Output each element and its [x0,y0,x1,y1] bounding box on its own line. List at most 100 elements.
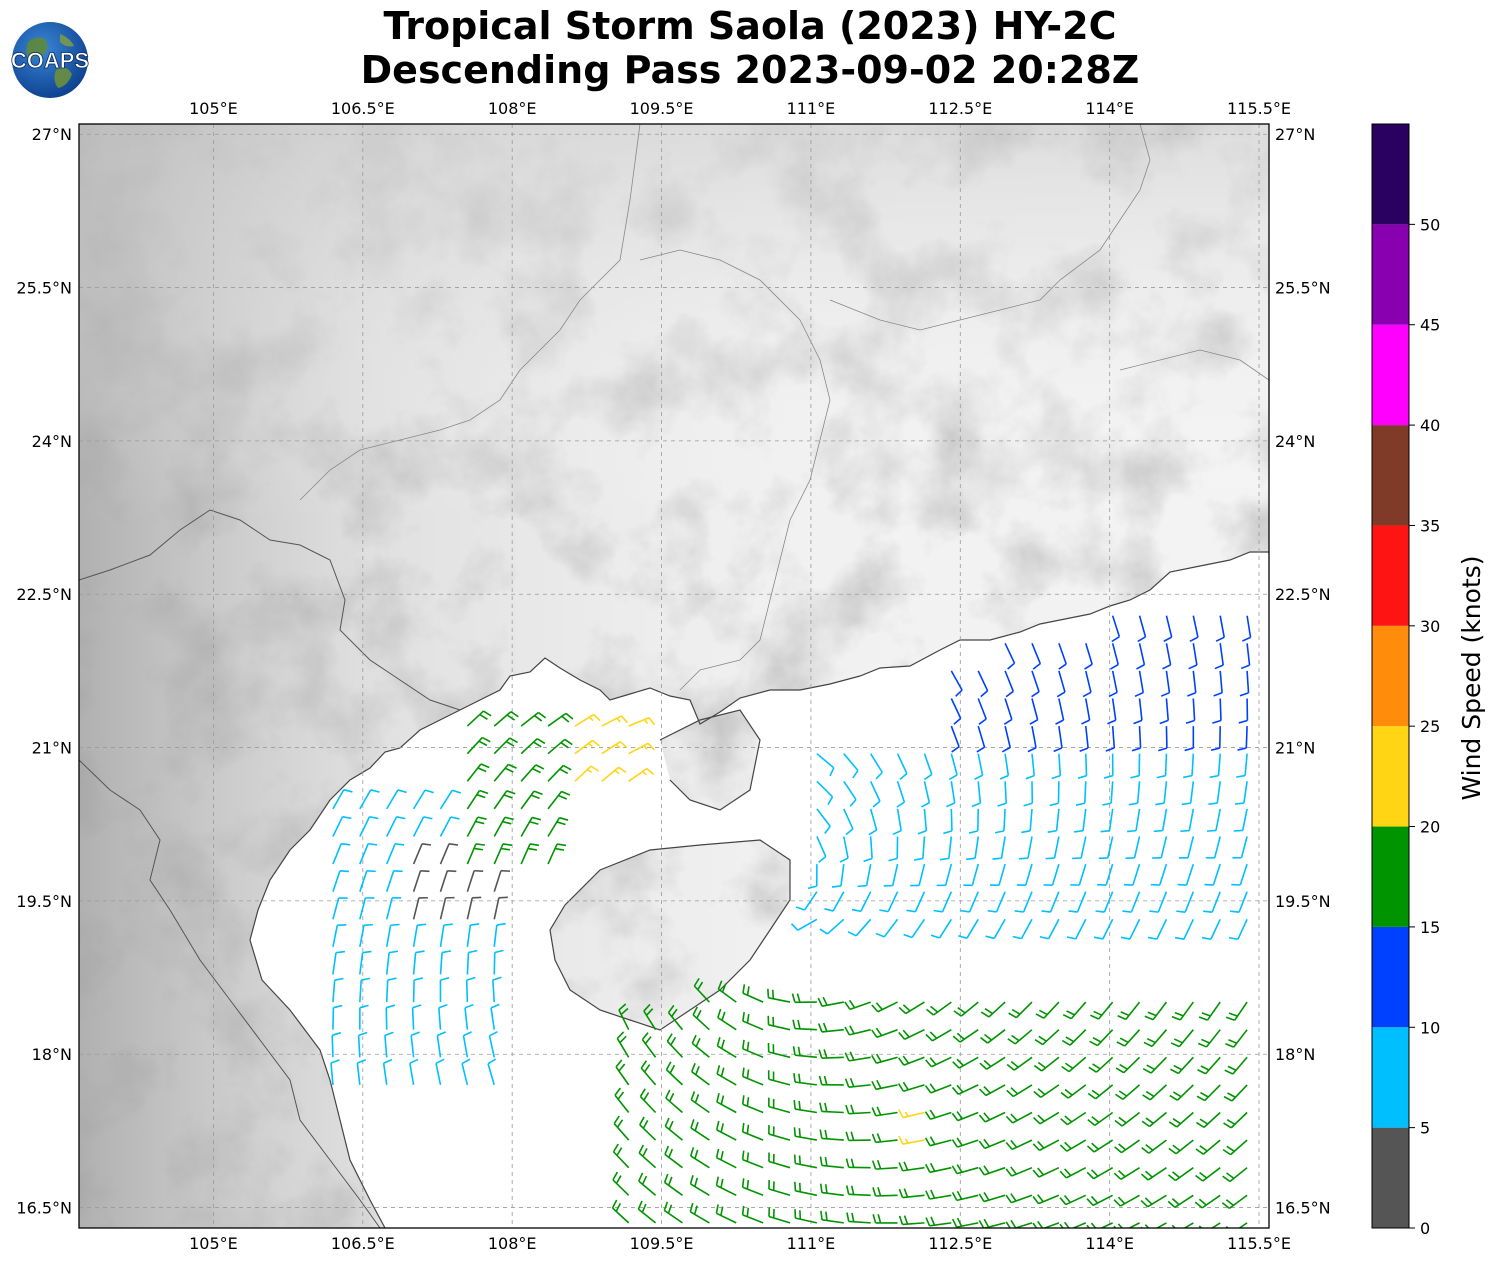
wind-barb-231 [980,1001,1006,1018]
wind-barb-33 [845,1185,871,1197]
lat-tick-label-left-1: 25.5°N [16,279,72,298]
wind-barb-335 [493,816,514,837]
wind-barb-58 [871,1160,898,1170]
wind-barb-99 [690,1091,710,1114]
wind-barb-181 [1224,1056,1248,1075]
wind-barb-404 [1234,781,1248,805]
wind-barb-247 [493,949,504,975]
wind-barb-423 [1103,753,1114,779]
wind-barb-12 [925,1216,952,1227]
wind-barb-282 [412,869,430,892]
wind-barb-396 [1023,781,1034,807]
wind-barb-414 [869,753,883,780]
wind-barb-353 [1205,836,1221,859]
wind-barb-341 [888,836,899,862]
wind-barb-197 [817,1022,844,1033]
wind-barb-321 [1043,863,1060,886]
wind-barb-179 [1170,1056,1194,1075]
wind-barb-195 [767,1015,791,1031]
wind-barb-176 [1088,1056,1114,1073]
wind-barb-38 [978,1192,1006,1203]
lat-tick-label-right-2: 24°N [1275,432,1315,451]
wind-barb-70 [1195,1167,1221,1182]
wind-barb-278 [1228,918,1248,941]
wind-barb-382 [493,763,517,782]
wind-barb-161 [691,1034,710,1058]
wind-barb-395 [997,781,1008,807]
wind-barb-218 [465,976,476,1003]
wind-barb-344 [966,836,980,861]
wind-barb-51 [689,1147,710,1169]
wind-barb-430 [493,711,519,727]
wind-barb-305 [385,842,405,865]
wind-barb-254 [493,922,506,947]
wind-barb-94 [1195,1139,1221,1155]
wind-barb-133 [767,1070,791,1086]
wind-barb-250 [385,923,400,948]
wind-barb-485 [1189,615,1199,643]
wind-barb-361 [493,790,516,810]
lon-tick-label-bottom-3: 109.5°E [630,1234,694,1253]
colorbar-tick-10: 50 [1420,215,1440,234]
wind-barb-387 [628,767,655,782]
wind-barb-262 [790,918,818,931]
wind-barb-292 [960,891,979,913]
wind-barb-220 [693,977,710,1003]
wind-barb-190 [643,1003,657,1031]
wind-barb-149 [1196,1084,1221,1102]
wind-barb-96 [614,1087,630,1113]
wind-barb-258 [412,896,428,920]
wind-barb-259 [439,896,455,920]
wind-barb-326 [1177,863,1195,886]
wind-barb-193 [717,1008,737,1031]
wind-barb-433 [574,713,601,727]
lat-tick-label-left-6: 18°N [32,1045,72,1064]
colorbar-bin-7 [1372,425,1409,526]
lat-tick-label-left-3: 22.5°N [16,585,72,604]
wind-barb-169 [897,1055,925,1066]
wind-barb-313 [831,863,845,888]
wind-barb-480 [1214,643,1224,670]
wind-barb-224 [791,993,817,1004]
wind-barb-182 [332,1004,343,1030]
colorbar-bin-3 [1372,826,1409,927]
wind-barb-385 [574,765,600,782]
wind-barb-288 [851,891,872,913]
wind-barb-303 [332,842,351,865]
wind-barb-332 [412,816,433,837]
wind-barb-386 [601,766,627,782]
wind-barb-427 [1209,753,1222,779]
wind-barb-283 [439,869,457,892]
lat-tick-label-right-0: 27°N [1275,125,1315,144]
wind-barb-412 [816,753,835,777]
wind-barb-389 [843,780,857,807]
wind-barb-203 [980,1029,1006,1044]
wind-barb-201 [925,1028,952,1042]
wind-barb-307 [439,843,459,865]
wind-barb-115 [1114,1111,1141,1127]
wind-barb-453 [1081,698,1091,725]
wind-barb-123 [409,1058,419,1086]
wind-barb-308 [466,843,486,865]
wind-barb-381 [466,763,490,782]
wind-barb-277 [1201,918,1221,941]
wind-barb-235 [1090,1001,1114,1020]
wind-barb-263 [819,918,845,935]
wind-barb-284 [466,869,484,892]
wind-barb-340 [863,836,873,863]
wind-barb-302 [1230,891,1248,913]
wind-barb-148 [1169,1084,1194,1101]
wind-barb-411 [628,742,655,755]
wind-barb-205 [1034,1029,1060,1046]
wind-barb-129 [665,1061,684,1086]
wind-barb-24 [612,1171,630,1196]
wind-barb-449 [977,698,987,725]
wind-barb-175 [1061,1056,1087,1073]
wind-barb-242 [359,950,372,975]
wind-barb-61 [951,1164,979,1175]
lon-tick-label-bottom-1: 106.5°E [331,1234,395,1253]
lon-tick-label-top-3: 109.5°E [630,99,694,118]
wind-barb-65 [1059,1166,1087,1179]
wind-barb-192 [692,1006,710,1031]
wind-barb-69 [1167,1167,1194,1182]
